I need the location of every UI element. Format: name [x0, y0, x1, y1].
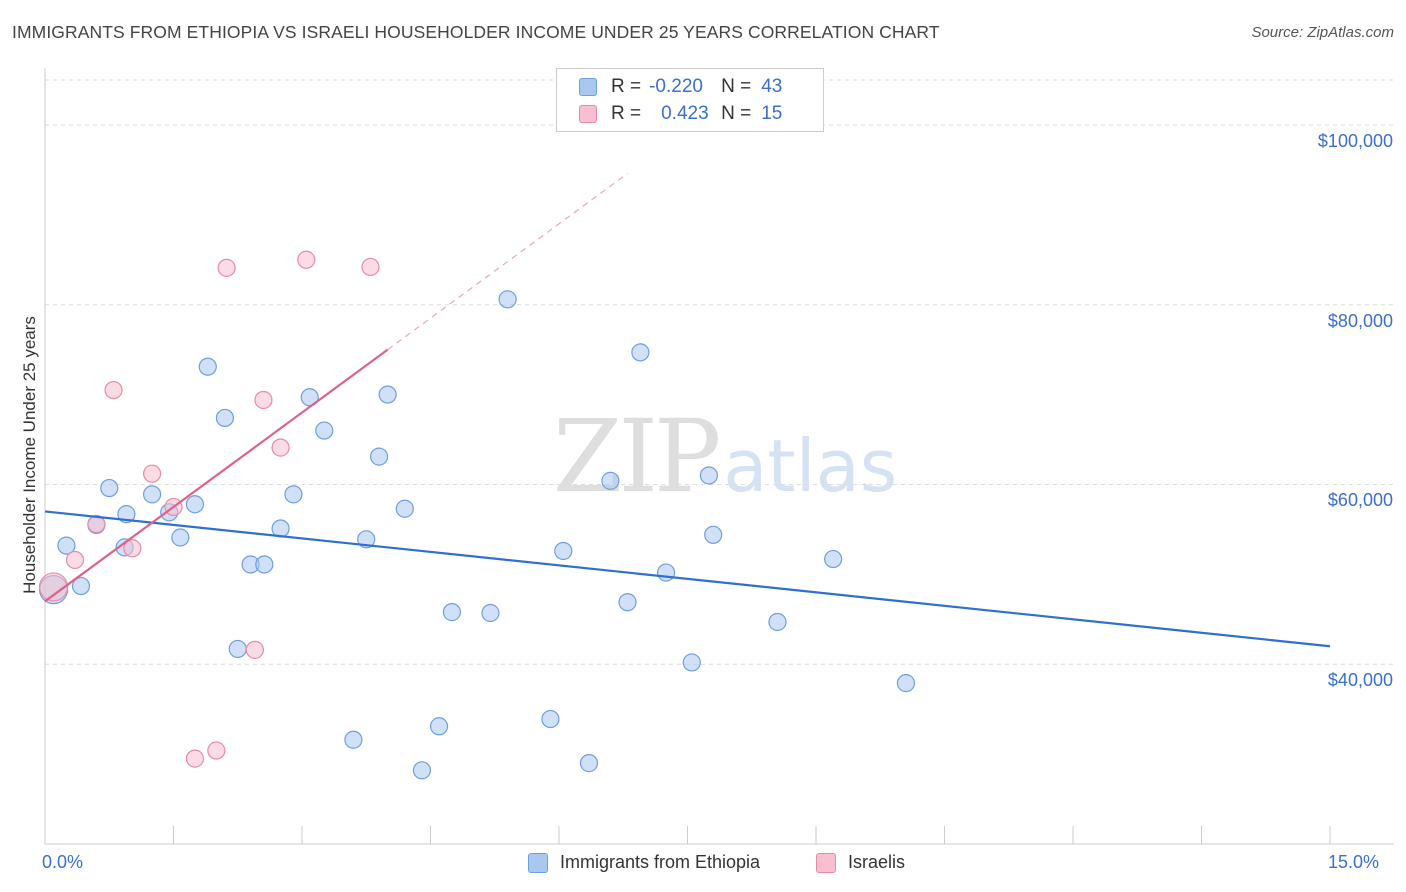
ethiopia-point	[601, 471, 620, 490]
ethiopia-point	[71, 576, 91, 596]
israelis-point	[271, 438, 290, 457]
ethiopia-point	[481, 603, 500, 623]
watermark: ZIPatlas	[553, 398, 897, 515]
ethiopia-point	[541, 709, 560, 729]
israelis-point	[245, 640, 264, 659]
ethiopia-point	[142, 485, 162, 504]
legend-n-value: 15	[761, 103, 783, 124]
ethiopia-point	[631, 343, 650, 362]
ethiopia-point	[378, 385, 397, 404]
correlation-legend: R = -0.220 N = 43 R = 0.423 N = 15	[556, 68, 824, 132]
ethiopia-point	[100, 478, 119, 498]
legend-swatch-ethiopia	[579, 78, 597, 96]
source-credit: Source: ZipAtlas.com	[1251, 24, 1394, 41]
watermark-zip: ZIP	[553, 398, 721, 515]
legend-r-label: R =	[611, 103, 642, 124]
legend-n-value: 43	[761, 76, 783, 97]
ethiopia-point	[699, 466, 719, 485]
chart-title: IMMIGRANTS FROM ETHIOPIA VS ISRAELI HOUS…	[12, 22, 940, 42]
israelis-point	[185, 749, 205, 768]
israelis-point	[38, 572, 69, 602]
legend-row-israelis: R = 0.423 N = 15	[579, 102, 782, 126]
ethiopia-point	[117, 505, 136, 524]
series-swatch-israelis	[816, 852, 836, 873]
israelis-point	[297, 250, 316, 269]
series-legend-ethiopia[interactable]: Immigrants from Ethiopia	[528, 852, 760, 873]
ethiopia-point	[554, 541, 573, 561]
series-swatch-ethiopia	[528, 852, 548, 873]
israelis-point	[207, 741, 226, 760]
israelis-point	[361, 257, 380, 277]
legend-swatch-israelis	[579, 105, 597, 123]
ethiopia-point	[579, 754, 599, 773]
legend-r-label: R =	[611, 76, 642, 97]
israelis-point	[123, 539, 142, 558]
ethiopia-point	[284, 485, 303, 504]
ethiopia-point	[498, 290, 517, 309]
israelis-point	[217, 258, 236, 277]
ethiopia-point	[185, 495, 205, 514]
ethiopia-point	[255, 555, 274, 574]
ethiopia-point	[228, 639, 247, 659]
ethiopia-point	[704, 525, 723, 544]
ethiopia-point	[412, 761, 432, 780]
ethiopia-point	[896, 674, 916, 693]
ethiopia-point	[618, 593, 637, 612]
ethiopia-point	[171, 528, 190, 547]
ethiopia-point	[57, 536, 76, 555]
ethiopia-point	[682, 653, 701, 672]
israelis-point	[254, 390, 273, 410]
ethiopia-point	[824, 549, 843, 569]
legend-row-ethiopia: R = -0.220 N = 43	[579, 75, 782, 99]
legend-r-value: 0.423	[661, 103, 709, 124]
y-tick-label: $80,000	[1327, 310, 1393, 331]
series-legend: Immigrants from Ethiopia Israelis	[0, 852, 1406, 878]
ethiopia-point	[357, 530, 376, 549]
israelis-trend-extension	[387, 172, 628, 351]
legend-n-label: N =	[721, 103, 752, 124]
y-tick-label: $100,000	[1317, 130, 1393, 151]
ethiopia-point	[215, 408, 234, 428]
watermark-atlas: atlas	[723, 424, 898, 508]
ethiopia-point	[198, 357, 217, 376]
series-legend-label: Immigrants from Ethiopia	[560, 852, 761, 872]
ethiopia-point	[656, 563, 676, 582]
y-tick-label: $60,000	[1327, 490, 1393, 511]
ethiopia-point	[768, 612, 787, 632]
series-legend-label: Israelis	[848, 852, 906, 872]
legend-n-label: N =	[721, 76, 752, 97]
israelis-trend-line	[44, 348, 389, 603]
israelis-point	[65, 550, 85, 570]
israelis-point	[104, 380, 123, 400]
israelis-point	[142, 464, 162, 483]
ethiopia-point	[370, 447, 389, 466]
x-tick-label-min: 0.0%	[42, 852, 84, 872]
x-tick-label-max: 15.0%	[1328, 852, 1380, 872]
ethiopia-point	[442, 603, 462, 622]
y-tick-label: $40,000	[1327, 670, 1393, 691]
ethiopia-point	[395, 499, 414, 518]
ethiopia-trend-line	[44, 510, 1331, 648]
legend-r-value: -0.220	[649, 76, 703, 97]
series-legend-israelis[interactable]: Israelis	[816, 852, 905, 873]
israelis-point	[87, 514, 106, 534]
ethiopia-point	[315, 421, 334, 440]
ethiopia-point	[429, 717, 449, 736]
ethiopia-point	[344, 730, 363, 749]
